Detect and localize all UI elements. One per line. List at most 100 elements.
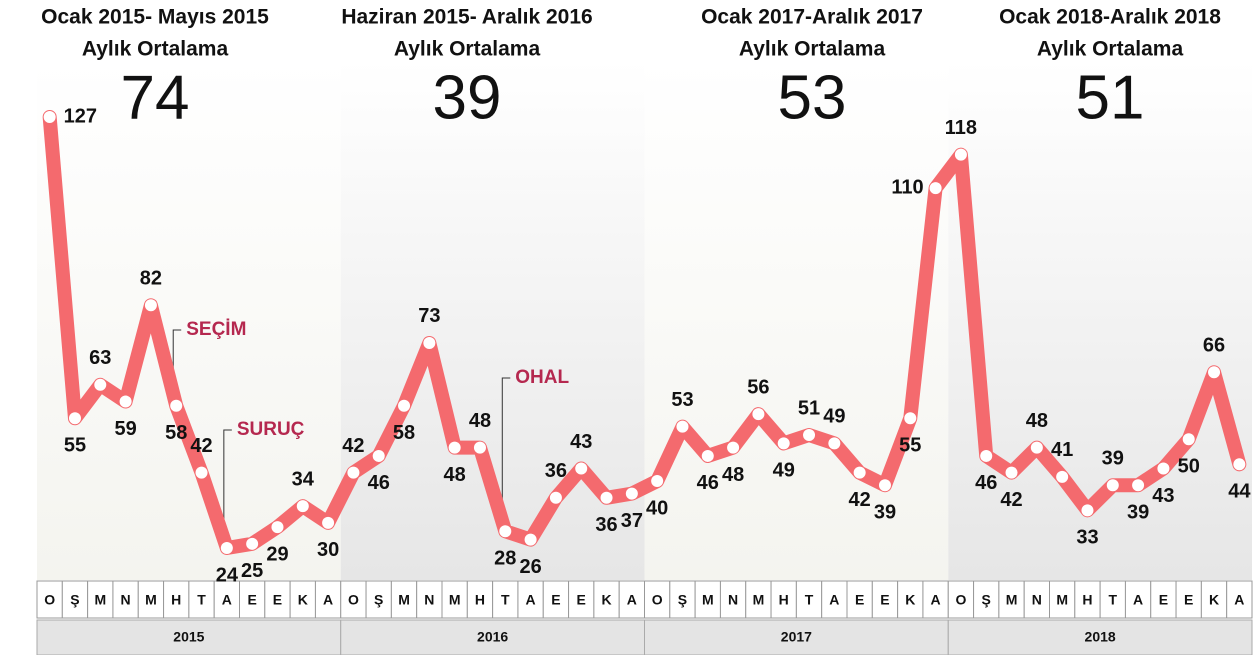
period-average: 53	[778, 63, 847, 132]
period-average: 74	[121, 63, 190, 132]
x-tick-label: O	[348, 592, 359, 608]
data-label: 36	[595, 514, 617, 536]
x-tick-label: H	[475, 592, 485, 608]
year-label: 2018	[1085, 629, 1116, 645]
period-title: Haziran 2015- Aralık 2016	[341, 6, 592, 29]
annotation: OHAL	[515, 367, 569, 388]
point	[600, 491, 613, 504]
point	[372, 449, 385, 462]
period-average: 51	[1076, 63, 1145, 132]
x-tick-label: M	[753, 592, 765, 608]
point	[651, 475, 664, 488]
data-label: 43	[1152, 485, 1174, 507]
point	[549, 491, 562, 504]
point	[398, 399, 411, 412]
x-tick-label: Ş	[678, 592, 687, 608]
point	[752, 408, 765, 421]
x-tick-label: E	[551, 592, 560, 608]
x-tick-label: A	[829, 592, 839, 608]
annotation-leader	[223, 429, 232, 548]
month-cell	[922, 580, 949, 619]
x-tick-label: E	[577, 592, 586, 608]
point	[423, 336, 436, 349]
period-title: Ocak 2015- Mayıs 2015	[41, 6, 269, 29]
point	[878, 479, 891, 492]
month-cell	[239, 580, 266, 619]
x-tick-label: T	[1109, 592, 1118, 608]
point	[1182, 433, 1195, 446]
month-cell	[770, 580, 797, 619]
point	[448, 441, 461, 454]
month-cell	[694, 580, 721, 619]
x-tick-label: T	[197, 592, 206, 608]
x-tick-label: N	[424, 592, 434, 608]
data-label: 44	[1228, 481, 1251, 503]
point	[195, 466, 208, 479]
point	[929, 182, 942, 195]
x-tick-label: Ş	[70, 592, 79, 608]
x-tick-label: Ş	[374, 592, 383, 608]
point	[777, 437, 790, 450]
month-cell	[1023, 580, 1050, 619]
x-tick-label: N	[1032, 592, 1042, 608]
point	[1233, 458, 1246, 471]
x-tick-label: A	[526, 592, 536, 608]
data-label: 46	[975, 472, 997, 494]
data-label: 118	[945, 117, 977, 139]
data-label: 42	[342, 435, 364, 457]
x-tick-label: O	[652, 592, 663, 608]
month-cell	[998, 580, 1025, 619]
data-label: 51	[798, 397, 820, 419]
point	[68, 412, 81, 425]
data-label: 82	[140, 268, 162, 290]
month-cell	[416, 580, 443, 619]
month-cell	[821, 580, 848, 619]
x-tick-label: M	[1006, 592, 1018, 608]
data-label: 56	[747, 376, 769, 398]
data-label: 49	[773, 460, 795, 482]
period-background	[37, 60, 341, 580]
month-cell	[568, 580, 595, 619]
point	[1005, 466, 1018, 479]
point	[727, 441, 740, 454]
data-label: 58	[165, 422, 187, 444]
month-cell	[289, 580, 316, 619]
data-label: 127	[64, 105, 97, 127]
x-tick-label: K	[601, 592, 611, 608]
period-background	[644, 60, 949, 580]
x-tick-label: M	[145, 592, 157, 608]
x-tick-label: A	[1234, 592, 1244, 608]
month-cell	[542, 580, 570, 619]
data-label: 73	[418, 305, 440, 327]
point	[296, 500, 309, 513]
month-cell	[441, 580, 468, 619]
period-title: Ocak 2017-Aralık 2017	[701, 6, 923, 29]
x-tick-label: H	[779, 592, 789, 608]
point	[144, 299, 157, 312]
period-average: 39	[433, 63, 502, 132]
year-label: 2017	[781, 629, 812, 645]
period-subtitle: Aylık Ortalama	[394, 38, 541, 61]
month-cell	[466, 580, 494, 619]
x-tick-label: A	[222, 592, 232, 608]
data-label: 59	[114, 418, 136, 440]
data-label: 29	[266, 543, 288, 565]
month-cell	[340, 580, 367, 619]
data-label: 58	[393, 422, 415, 444]
month-cell	[87, 580, 114, 619]
x-tick-label: O	[44, 592, 55, 608]
month-cell	[644, 580, 671, 619]
data-label: 48	[444, 464, 466, 486]
data-label: 26	[519, 556, 541, 578]
x-tick-label: E	[1184, 592, 1193, 608]
x-tick-label: M	[94, 592, 106, 608]
point	[347, 466, 360, 479]
x-tick-label: A	[931, 592, 941, 608]
period-subtitle: Aylık Ortalama	[1037, 38, 1184, 61]
point	[904, 412, 917, 425]
x-tick-label: H	[171, 592, 181, 608]
data-label: 24	[216, 564, 239, 586]
point	[625, 487, 638, 500]
x-tick-label: A	[1133, 592, 1143, 608]
data-label: 46	[368, 472, 390, 494]
